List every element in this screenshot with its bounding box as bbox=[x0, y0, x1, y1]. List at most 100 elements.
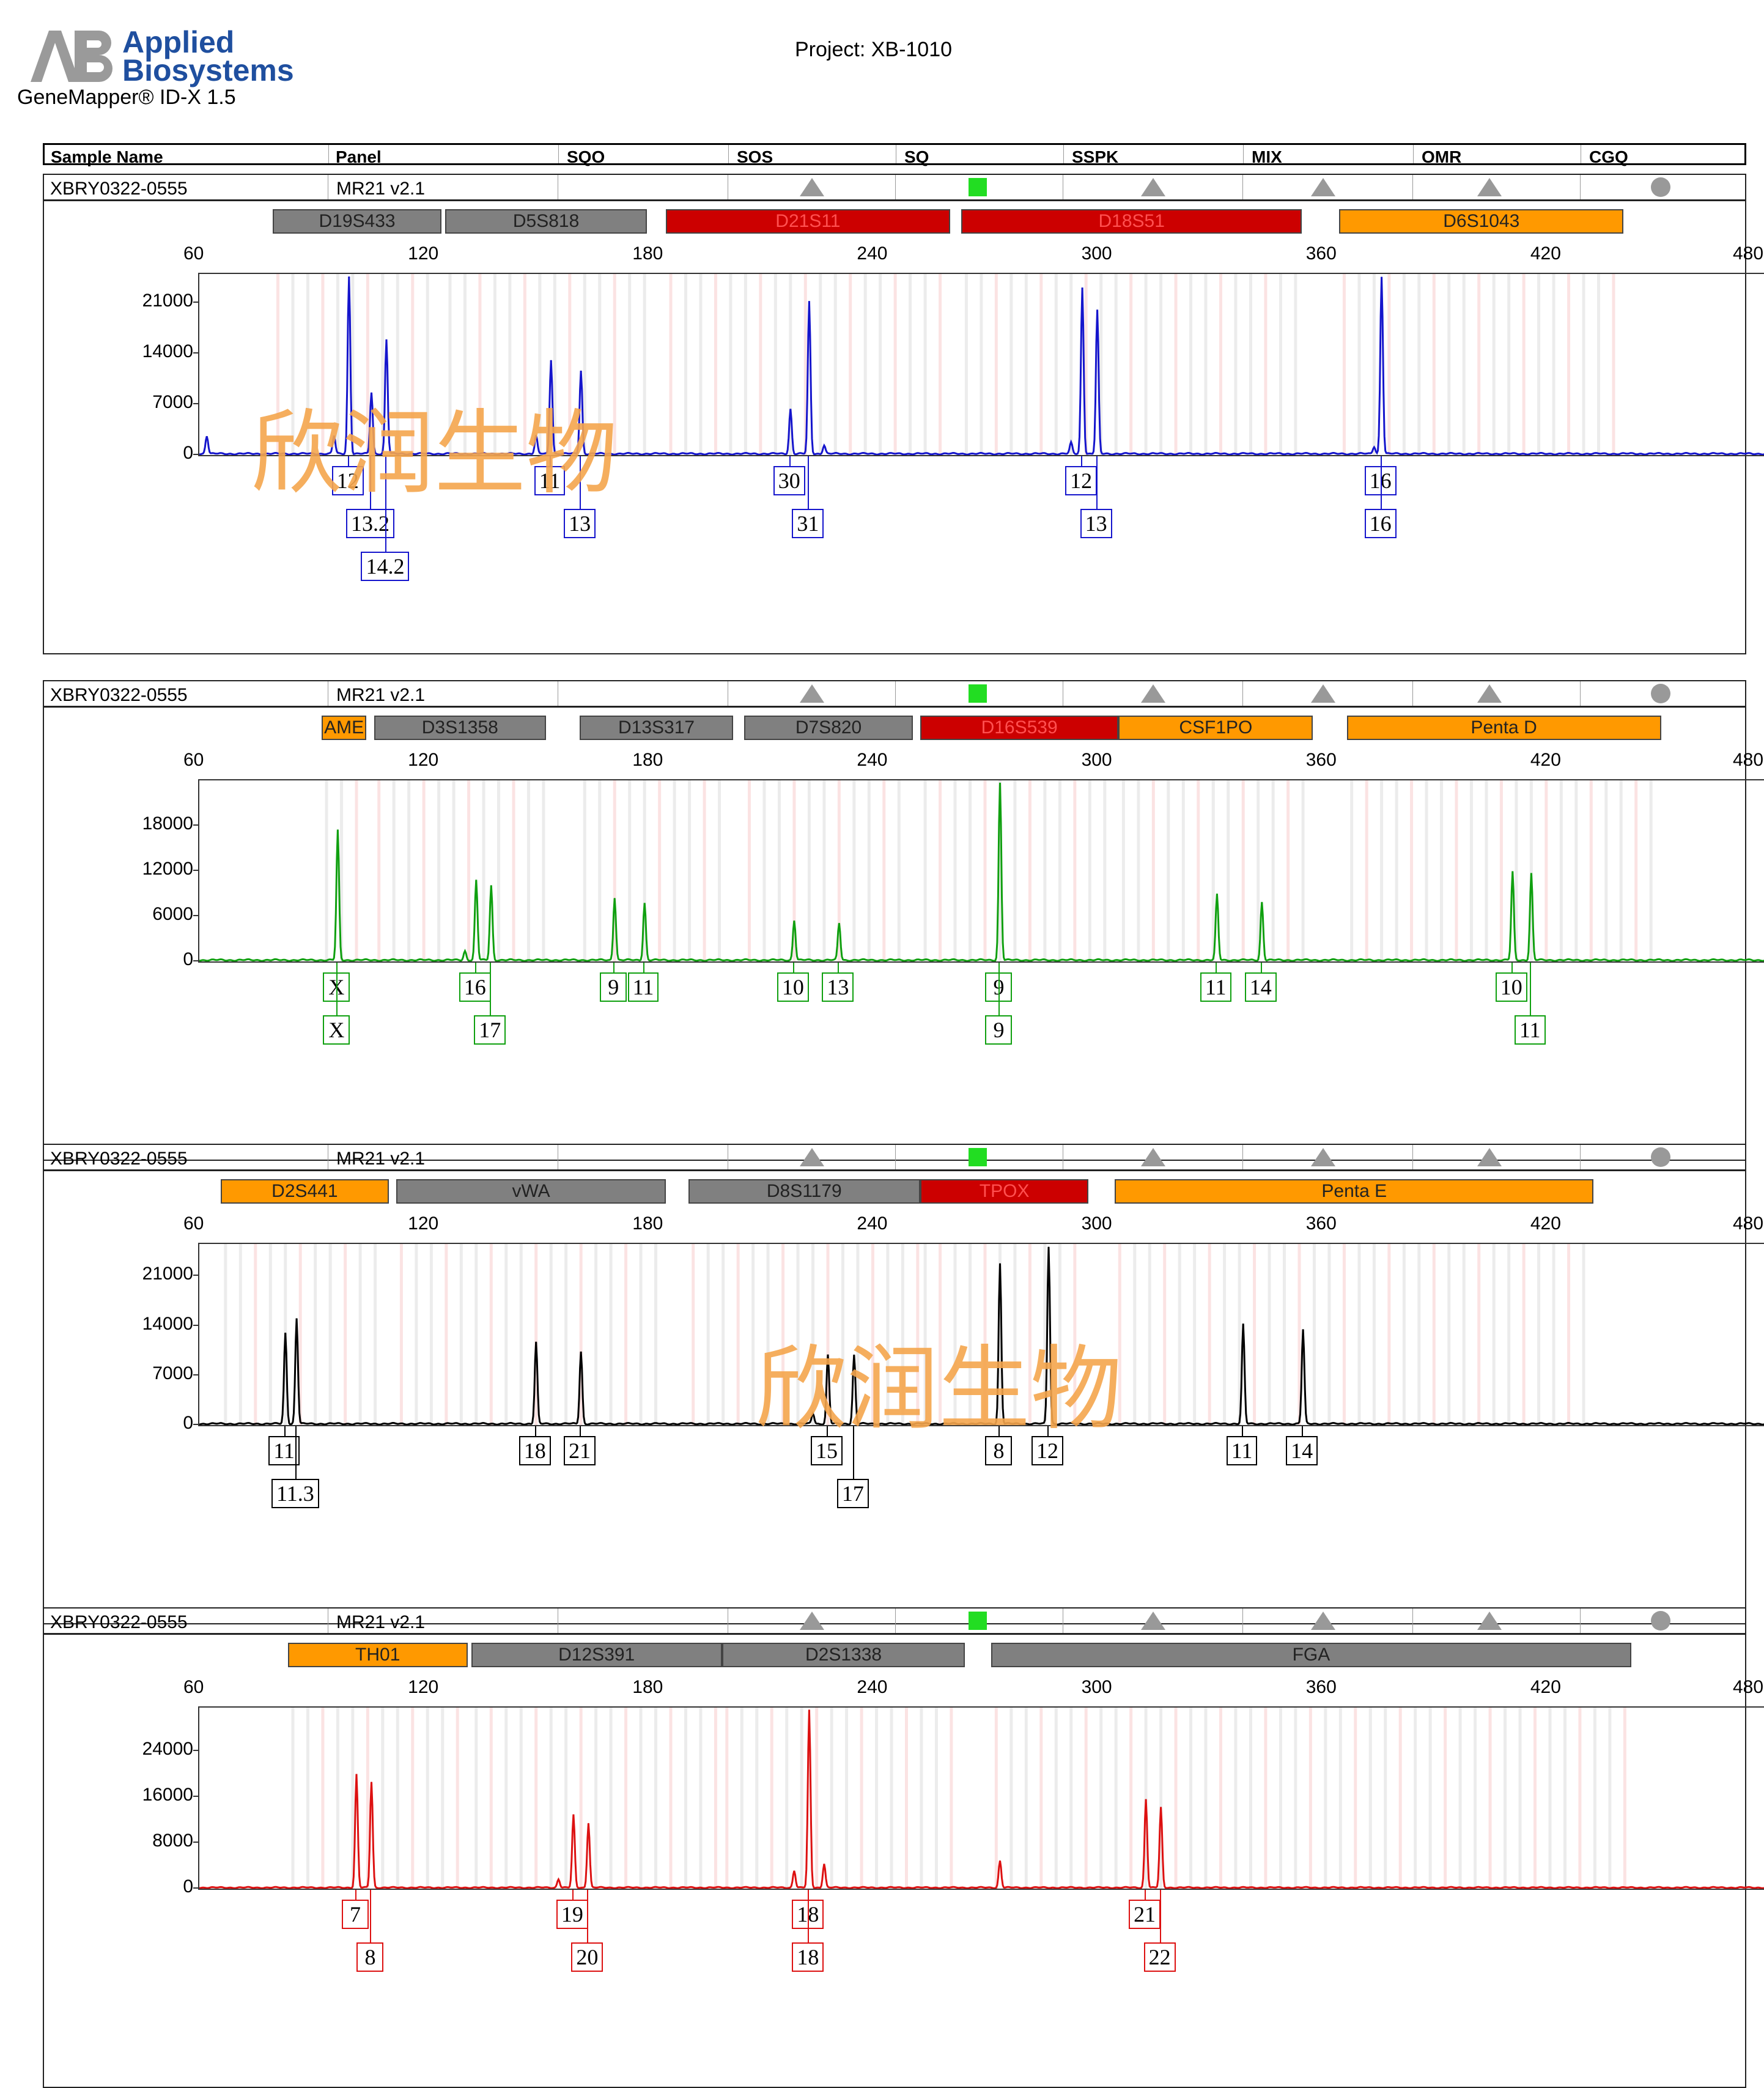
marker-bar[interactable]: TPOX bbox=[920, 1179, 1089, 1204]
allele-call-label[interactable]: 17 bbox=[474, 1015, 506, 1045]
peak-point[interactable] bbox=[1302, 1330, 1304, 1332]
peak-point[interactable] bbox=[853, 1355, 855, 1357]
allele-call-label[interactable]: 11 bbox=[1200, 972, 1231, 1002]
column-header[interactable]: MIX bbox=[1252, 147, 1282, 166]
marker-bar[interactable]: Penta E bbox=[1115, 1179, 1594, 1204]
peak-point[interactable] bbox=[1070, 443, 1072, 445]
column-header[interactable]: SQ bbox=[904, 147, 929, 166]
allele-call-label[interactable]: 14.2 bbox=[361, 552, 410, 581]
marker-bar[interactable]: D19S433 bbox=[273, 209, 441, 234]
peak-point[interactable] bbox=[580, 1352, 582, 1354]
allele-call-label[interactable]: 11 bbox=[1226, 1436, 1258, 1465]
allele-call-label[interactable]: 21 bbox=[1129, 1900, 1161, 1929]
allele-call-label[interactable]: 11 bbox=[1514, 1015, 1546, 1045]
column-header[interactable]: SOS bbox=[737, 147, 773, 166]
allele-call-label[interactable]: X bbox=[323, 1015, 350, 1045]
allele-call-label[interactable]: 12 bbox=[1065, 466, 1098, 495]
marker-bar[interactable]: D16S539 bbox=[920, 716, 1119, 740]
marker-bar[interactable]: TH01 bbox=[287, 1643, 468, 1667]
allele-call-label[interactable]: 11.3 bbox=[271, 1479, 319, 1508]
peak-point[interactable] bbox=[370, 392, 372, 394]
marker-bar[interactable]: D6S1043 bbox=[1339, 209, 1624, 234]
sample-row[interactable]: XBRY0322-0555 MR21 v2.1 bbox=[44, 1609, 1745, 1635]
marker-bar[interactable]: D8S1179 bbox=[688, 1179, 920, 1204]
peak-point[interactable] bbox=[205, 435, 208, 438]
peak-point[interactable] bbox=[587, 1823, 589, 1825]
peak-point[interactable] bbox=[1381, 276, 1383, 279]
sample-row[interactable]: XBRY0322-0555 MR21 v2.1 bbox=[44, 1145, 1745, 1171]
allele-call-label[interactable]: 22 bbox=[1143, 1942, 1176, 1972]
peak-point[interactable] bbox=[1096, 311, 1099, 313]
marker-bar[interactable]: AME bbox=[321, 716, 367, 740]
marker-bar[interactable]: D13S317 bbox=[580, 716, 734, 740]
peak-point[interactable] bbox=[823, 1864, 825, 1866]
peak-point[interactable] bbox=[348, 276, 350, 279]
peak-point[interactable] bbox=[793, 920, 795, 923]
column-header[interactable]: OMR bbox=[1422, 147, 1462, 166]
peak-point[interactable] bbox=[613, 898, 616, 900]
peak-point[interactable] bbox=[1047, 1246, 1050, 1249]
peak-point[interactable] bbox=[1242, 1325, 1244, 1327]
allele-call-label[interactable]: 20 bbox=[571, 1942, 603, 1972]
allele-call-label[interactable]: 8 bbox=[985, 1436, 1013, 1465]
column-header[interactable]: SQO bbox=[567, 147, 605, 166]
allele-call-label[interactable]: 11 bbox=[268, 1436, 300, 1465]
peak-point[interactable] bbox=[284, 1333, 287, 1336]
peak-point[interactable] bbox=[535, 1342, 537, 1345]
peak-point[interactable] bbox=[463, 951, 466, 953]
allele-call-label[interactable]: 13 bbox=[822, 972, 854, 1002]
allele-call-label[interactable]: 16 bbox=[1364, 509, 1397, 538]
allele-call-label[interactable]: 19 bbox=[556, 1900, 588, 1929]
allele-call-label[interactable]: 15 bbox=[811, 1436, 843, 1465]
allele-call-label[interactable]: 18 bbox=[518, 1436, 551, 1465]
peak-point[interactable] bbox=[557, 1879, 559, 1881]
peak-point[interactable] bbox=[1216, 895, 1218, 897]
peak-point[interactable] bbox=[490, 886, 492, 888]
peak-point[interactable] bbox=[643, 903, 646, 905]
allele-call-label[interactable]: 18 bbox=[792, 1942, 824, 1972]
allele-call-label[interactable]: 13 bbox=[564, 509, 596, 538]
peak-point[interactable] bbox=[1373, 446, 1375, 449]
peak-point[interactable] bbox=[1261, 902, 1263, 905]
allele-call-label[interactable]: 13.2 bbox=[345, 509, 394, 538]
sample-row[interactable]: XBRY0322-0555 MR21 v2.1 bbox=[44, 175, 1745, 201]
marker-bar[interactable]: D2S1338 bbox=[721, 1643, 965, 1667]
peak-point[interactable] bbox=[1160, 1807, 1162, 1810]
peak-point[interactable] bbox=[535, 435, 537, 438]
column-header[interactable]: SSPK bbox=[1072, 147, 1119, 166]
allele-call-label[interactable]: 17 bbox=[836, 1479, 869, 1508]
peak-point[interactable] bbox=[823, 445, 825, 448]
allele-call-label[interactable]: 13 bbox=[1080, 509, 1112, 538]
peak-point[interactable] bbox=[1511, 872, 1514, 875]
allele-call-label[interactable]: 12 bbox=[1031, 1436, 1064, 1465]
peak-point[interactable] bbox=[827, 1355, 829, 1357]
peak-point[interactable] bbox=[789, 409, 792, 412]
peak-point[interactable] bbox=[1081, 287, 1083, 290]
sample-row[interactable]: XBRY0322-0555 MR21 v2.1 bbox=[44, 681, 1745, 708]
allele-call-label[interactable]: 10 bbox=[777, 972, 809, 1002]
allele-call-label[interactable]: 12 bbox=[331, 466, 364, 495]
allele-call-label[interactable]: 16 bbox=[459, 972, 491, 1002]
peak-point[interactable] bbox=[475, 880, 478, 883]
peak-point[interactable] bbox=[385, 339, 388, 342]
peak-point[interactable] bbox=[808, 1710, 810, 1712]
peak-point[interactable] bbox=[998, 1264, 1001, 1266]
allele-call-label[interactable]: 7 bbox=[342, 1900, 369, 1929]
marker-bar[interactable]: D18S51 bbox=[961, 209, 1302, 234]
peak-point[interactable] bbox=[295, 1318, 298, 1320]
peak-point[interactable] bbox=[998, 1860, 1001, 1863]
allele-call-label[interactable]: 10 bbox=[1495, 972, 1527, 1002]
allele-call-label[interactable]: 14 bbox=[1244, 972, 1277, 1002]
marker-bar[interactable]: CSF1PO bbox=[1118, 716, 1313, 740]
peak-point[interactable] bbox=[550, 360, 552, 362]
marker-bar[interactable]: Penta D bbox=[1346, 716, 1661, 740]
peak-point[interactable] bbox=[1145, 1799, 1147, 1801]
peak-point[interactable] bbox=[1530, 873, 1532, 876]
marker-bar[interactable]: D21S11 bbox=[665, 209, 950, 234]
peak-point[interactable] bbox=[370, 1782, 372, 1784]
allele-call-label[interactable]: 9 bbox=[985, 1015, 1013, 1045]
allele-call-label[interactable]: 31 bbox=[792, 509, 824, 538]
allele-call-label[interactable]: 11 bbox=[627, 972, 659, 1002]
allele-call-label[interactable]: 8 bbox=[356, 1942, 384, 1972]
peak-point[interactable] bbox=[793, 1870, 795, 1873]
